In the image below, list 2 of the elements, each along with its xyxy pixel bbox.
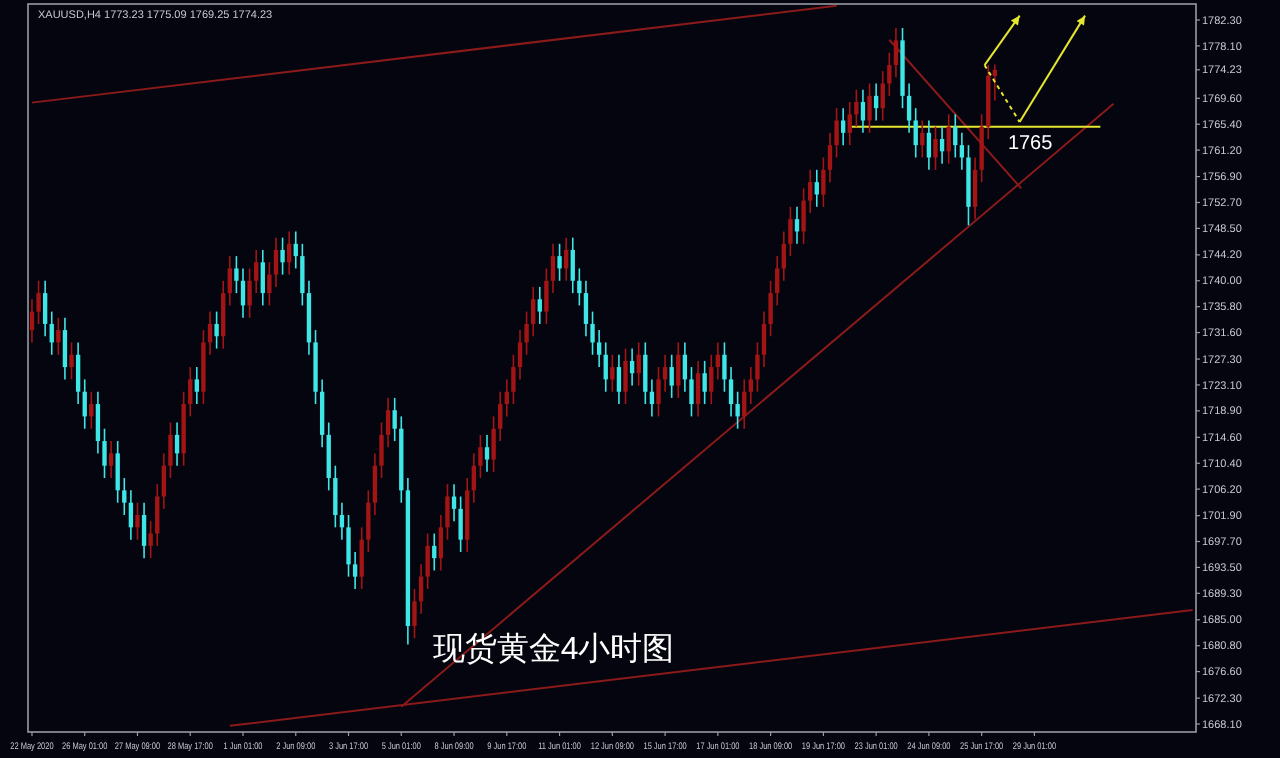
- annotation: 现货黄金4小时图: [432, 633, 675, 668]
- annotation: 1765: [1007, 132, 1053, 155]
